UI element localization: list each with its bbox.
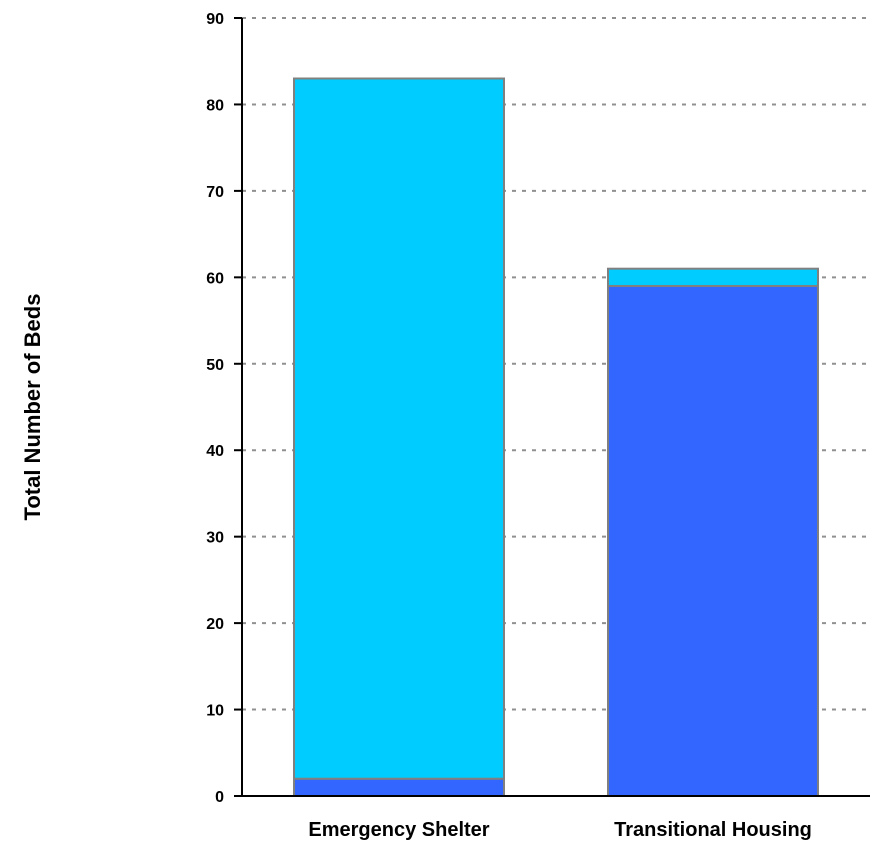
y-tick-label: 90 (206, 11, 224, 28)
bars (293, 77, 819, 798)
bar-segment (607, 284, 819, 797)
axes (234, 18, 870, 797)
x-category-labels: Emergency Shelter Transitional Housing (308, 819, 812, 841)
bar-segment (607, 267, 819, 287)
y-tick-label: 70 (206, 184, 224, 201)
y-tick-labels: 0 10 20 30 40 50 60 70 80 90 (206, 11, 224, 806)
y-tick-label: 10 (206, 703, 224, 720)
bar-segment (293, 777, 505, 798)
y-tick-label: 80 (206, 97, 224, 114)
y-tick-label: 30 (206, 530, 224, 547)
y-tick-label: 60 (206, 270, 224, 287)
y-tick-label: 20 (206, 616, 224, 633)
y-tick-label: 0 (215, 789, 224, 806)
y-axis-title: Total Number of Beds (20, 294, 45, 521)
x-category-label: Emergency Shelter (308, 819, 489, 841)
y-tick-label: 40 (206, 443, 224, 460)
y-tick-label: 50 (206, 357, 224, 374)
bar-segment (293, 77, 505, 780)
x-category-label: Transitional Housing (614, 819, 812, 841)
